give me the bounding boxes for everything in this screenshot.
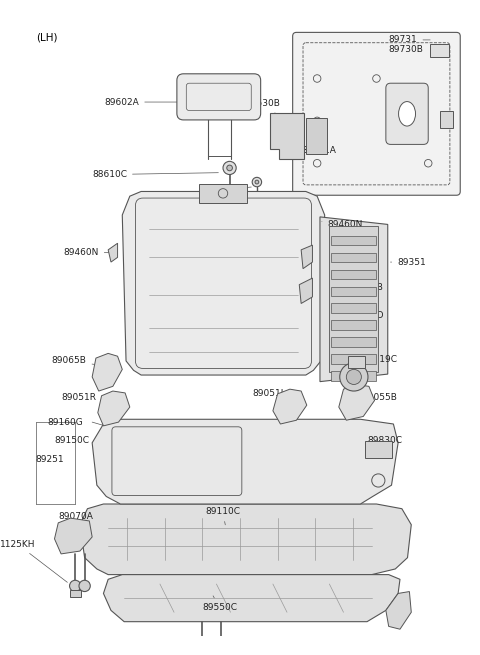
Polygon shape — [320, 217, 388, 382]
Polygon shape — [80, 504, 411, 574]
Text: 89460N: 89460N — [322, 220, 363, 229]
Text: 1125KH: 1125KH — [0, 540, 67, 582]
Polygon shape — [301, 245, 312, 269]
Polygon shape — [386, 591, 411, 629]
Bar — [200, 184, 247, 203]
Bar — [331, 286, 376, 296]
Polygon shape — [108, 243, 118, 262]
Text: 88610: 88610 — [202, 186, 252, 195]
Text: 89251: 89251 — [36, 455, 64, 464]
Polygon shape — [270, 113, 304, 159]
Bar — [331, 354, 376, 364]
Text: 89830C: 89830C — [367, 436, 402, 445]
Bar — [331, 270, 376, 279]
Text: 89110C: 89110C — [205, 507, 240, 525]
Text: 89070A: 89070A — [58, 512, 93, 528]
Text: 89530B: 89530B — [246, 100, 282, 119]
Polygon shape — [92, 419, 398, 504]
Bar — [329, 226, 378, 372]
Polygon shape — [104, 574, 400, 622]
Ellipse shape — [79, 580, 90, 591]
Bar — [348, 356, 365, 367]
Bar — [331, 371, 376, 381]
Text: 89065B: 89065B — [52, 356, 101, 365]
Polygon shape — [339, 384, 374, 421]
Text: (LH): (LH) — [36, 32, 57, 43]
Bar — [306, 118, 326, 154]
Text: 89051R: 89051R — [61, 393, 108, 402]
Ellipse shape — [255, 180, 259, 184]
Text: 88610C: 88610C — [92, 170, 218, 179]
Text: 89055B: 89055B — [356, 393, 397, 404]
Bar — [331, 236, 376, 245]
Text: 89250D: 89250D — [337, 311, 384, 320]
Bar — [331, 253, 376, 262]
FancyBboxPatch shape — [293, 32, 460, 195]
Text: 85719C: 85719C — [351, 356, 397, 364]
Ellipse shape — [252, 178, 262, 187]
Text: 89051L: 89051L — [252, 389, 286, 403]
Bar — [70, 590, 81, 597]
Polygon shape — [299, 278, 312, 303]
Bar — [365, 441, 392, 458]
Text: 89160G: 89160G — [47, 418, 83, 426]
Bar — [331, 337, 376, 346]
Text: 89460N: 89460N — [63, 248, 115, 257]
Bar — [430, 44, 449, 57]
Text: 89350B: 89350B — [342, 283, 383, 292]
Text: 89550C: 89550C — [202, 596, 237, 612]
Ellipse shape — [70, 580, 81, 591]
Ellipse shape — [398, 102, 416, 126]
Ellipse shape — [227, 165, 232, 171]
Polygon shape — [92, 354, 122, 391]
Text: 89351: 89351 — [391, 257, 426, 267]
Bar — [440, 111, 453, 128]
Polygon shape — [55, 518, 92, 554]
Polygon shape — [273, 389, 307, 424]
Text: 89730B: 89730B — [389, 45, 423, 54]
Text: 89731: 89731 — [389, 35, 430, 45]
Bar — [331, 320, 376, 330]
Text: 89150C: 89150C — [55, 436, 89, 445]
Ellipse shape — [340, 363, 368, 391]
Bar — [331, 303, 376, 313]
FancyBboxPatch shape — [177, 74, 261, 120]
Polygon shape — [98, 391, 130, 426]
Ellipse shape — [347, 369, 361, 384]
Ellipse shape — [223, 161, 236, 174]
Text: 89602A: 89602A — [105, 98, 180, 107]
FancyBboxPatch shape — [386, 83, 428, 144]
Polygon shape — [122, 191, 324, 375]
Text: 89531A: 89531A — [301, 136, 336, 155]
